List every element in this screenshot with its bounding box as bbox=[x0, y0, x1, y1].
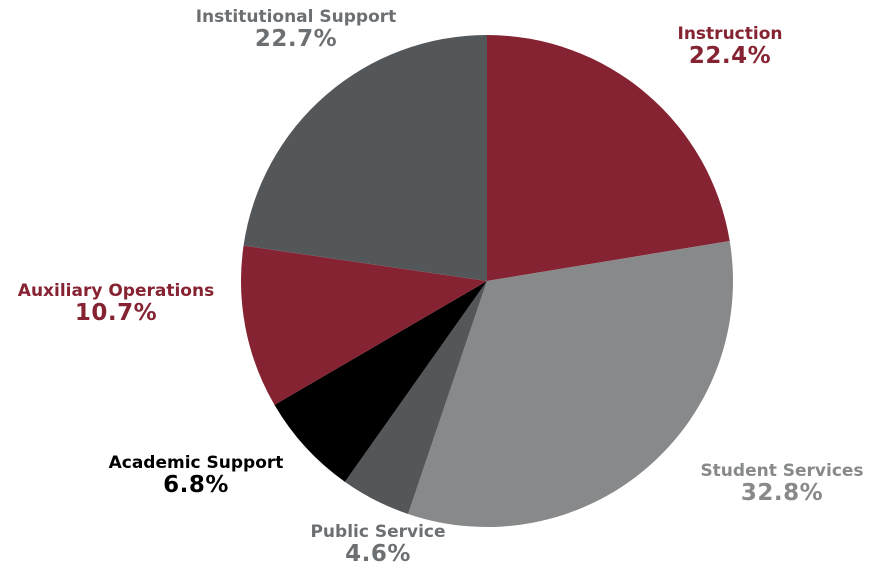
pie-slice-public-service bbox=[344, 281, 487, 514]
label-auxiliary-operations: Auxiliary Operations 10.7% bbox=[17, 281, 215, 326]
label-institutional-support-value: 22.7% bbox=[254, 25, 338, 52]
label-auxiliary-operations-name: Auxiliary Operations bbox=[17, 281, 215, 301]
pie-slice-institutional-support bbox=[243, 35, 487, 281]
label-academic-support: Academic Support 6.8% bbox=[108, 453, 284, 498]
label-student-services: Student Services 32.8% bbox=[700, 461, 864, 506]
label-academic-support-value: 6.8% bbox=[163, 471, 229, 498]
label-public-service: Public Service 4.6% bbox=[310, 522, 446, 567]
label-student-services-value: 32.8% bbox=[740, 479, 824, 506]
label-instruction-value: 22.4% bbox=[688, 42, 772, 69]
pie-slice-student-services bbox=[408, 240, 733, 528]
pie-slice-instruction bbox=[487, 35, 730, 281]
label-institutional-support: Institutional Support 22.7% bbox=[195, 7, 397, 52]
pie-slice-academic-support bbox=[274, 281, 487, 482]
label-instruction-name: Instruction bbox=[677, 24, 783, 44]
label-academic-support-name: Academic Support bbox=[108, 453, 284, 473]
label-public-service-value: 4.6% bbox=[345, 540, 411, 567]
label-student-services-name: Student Services bbox=[700, 461, 864, 481]
label-auxiliary-operations-value: 10.7% bbox=[74, 299, 158, 326]
pie-slice-auxiliary-operations bbox=[240, 245, 487, 405]
label-public-service-name: Public Service bbox=[310, 522, 446, 542]
label-instruction: Instruction 22.4% bbox=[677, 24, 783, 69]
label-institutional-support-name: Institutional Support bbox=[195, 7, 397, 27]
